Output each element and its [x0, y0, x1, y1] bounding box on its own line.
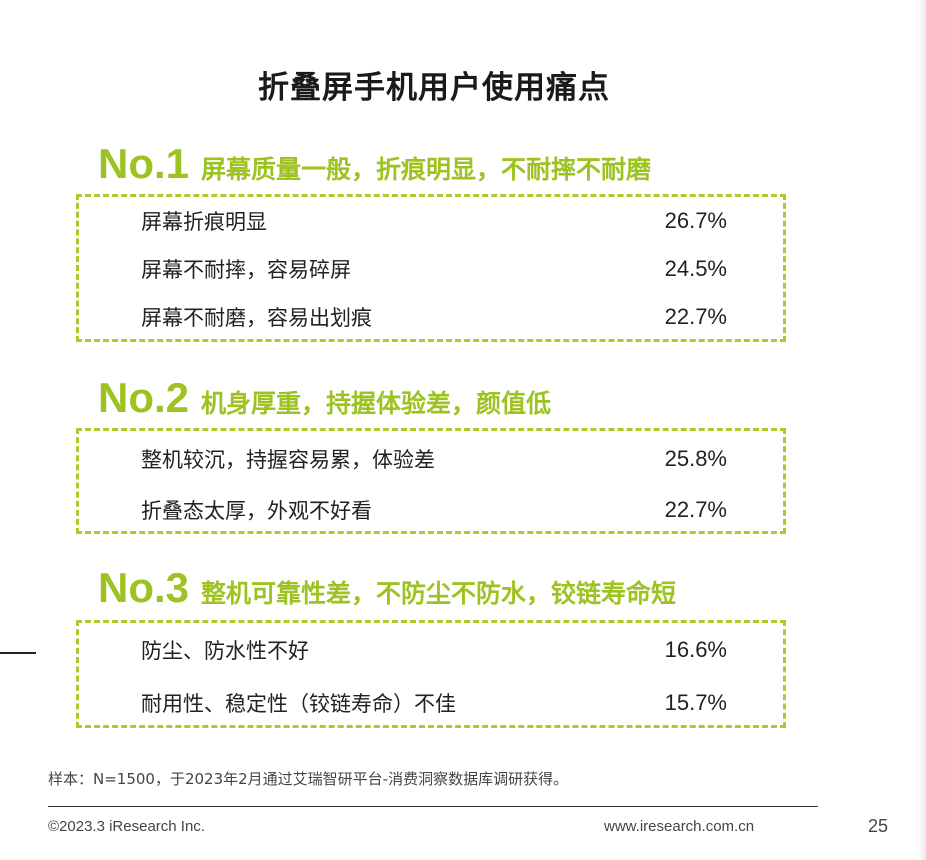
- item-label: 屏幕不耐摔，容易碎屏: [141, 258, 351, 282]
- item-value: 16.6%: [664, 637, 727, 662]
- item-value: 26.7%: [664, 208, 727, 233]
- list-item: 耐用性、稳定性（铰链寿命）不佳 15.7%: [141, 686, 727, 720]
- section-3-title: 整机可靠性差，不防尘不防水，铰链寿命短: [201, 579, 677, 608]
- list-item: 屏幕折痕明显 26.7%: [141, 204, 727, 238]
- section-2-box: 整机较沉，持握容易累，体验差 25.8% 折叠态太厚，外观不好看 22.7%: [76, 428, 786, 534]
- list-item: 屏幕不耐摔，容易碎屏 24.5%: [141, 252, 727, 286]
- item-label: 整机较沉，持握容易累，体验差: [141, 448, 435, 472]
- footer-divider: [48, 806, 818, 807]
- section-1-title: 屏幕质量一般，折痕明显，不耐摔不耐磨: [201, 155, 652, 184]
- list-item: 屏幕不耐磨，容易出划痕 22.7%: [141, 300, 727, 334]
- list-item: 防尘、防水性不好 16.6%: [141, 633, 727, 667]
- item-value: 22.7%: [664, 304, 727, 329]
- section-3-heading: No.3 整机可靠性差，不防尘不防水，铰链寿命短: [98, 564, 676, 614]
- left-edge-mark: [0, 652, 36, 654]
- page-title: 折叠屏手机用户使用痛点: [258, 70, 610, 106]
- section-3-number: No.3: [98, 564, 190, 611]
- item-label: 屏幕折痕明显: [141, 210, 267, 234]
- section-1-heading: No.1 屏幕质量一般，折痕明显，不耐摔不耐磨: [98, 140, 651, 190]
- section-3-box: 防尘、防水性不好 16.6% 耐用性、稳定性（铰链寿命）不佳 15.7%: [76, 620, 786, 728]
- section-2-heading: No.2 机身厚重，持握体验差，颜值低: [98, 374, 551, 424]
- item-value: 15.7%: [664, 690, 727, 715]
- item-value: 25.8%: [664, 446, 727, 471]
- page-number: 25: [868, 816, 889, 836]
- item-label: 耐用性、稳定性（铰链寿命）不佳: [141, 692, 456, 716]
- item-label: 折叠态太厚，外观不好看: [141, 499, 372, 523]
- footer-copyright: ©2023.3 iResearch Inc.: [48, 818, 205, 835]
- item-value: 22.7%: [664, 497, 727, 522]
- section-2-number: No.2: [98, 374, 190, 421]
- section-1-number: No.1: [98, 140, 190, 187]
- section-1-box: 屏幕折痕明显 26.7% 屏幕不耐摔，容易碎屏 24.5% 屏幕不耐磨，容易出划…: [76, 194, 786, 342]
- item-value: 24.5%: [664, 256, 727, 281]
- list-item: 折叠态太厚，外观不好看 22.7%: [141, 493, 727, 527]
- item-label: 屏幕不耐磨，容易出划痕: [141, 306, 372, 330]
- item-label: 防尘、防水性不好: [141, 639, 309, 663]
- section-2-title: 机身厚重，持握体验差，颜值低: [201, 389, 552, 418]
- sample-note: 样本：N=1500，于2023年2月通过艾瑞智研平台-消费洞察数据库调研获得。: [48, 770, 569, 788]
- list-item: 整机较沉，持握容易累，体验差 25.8%: [141, 442, 727, 476]
- footer-url: www.iresearch.com.cn: [604, 818, 755, 835]
- page-edge-shadow: [918, 0, 926, 860]
